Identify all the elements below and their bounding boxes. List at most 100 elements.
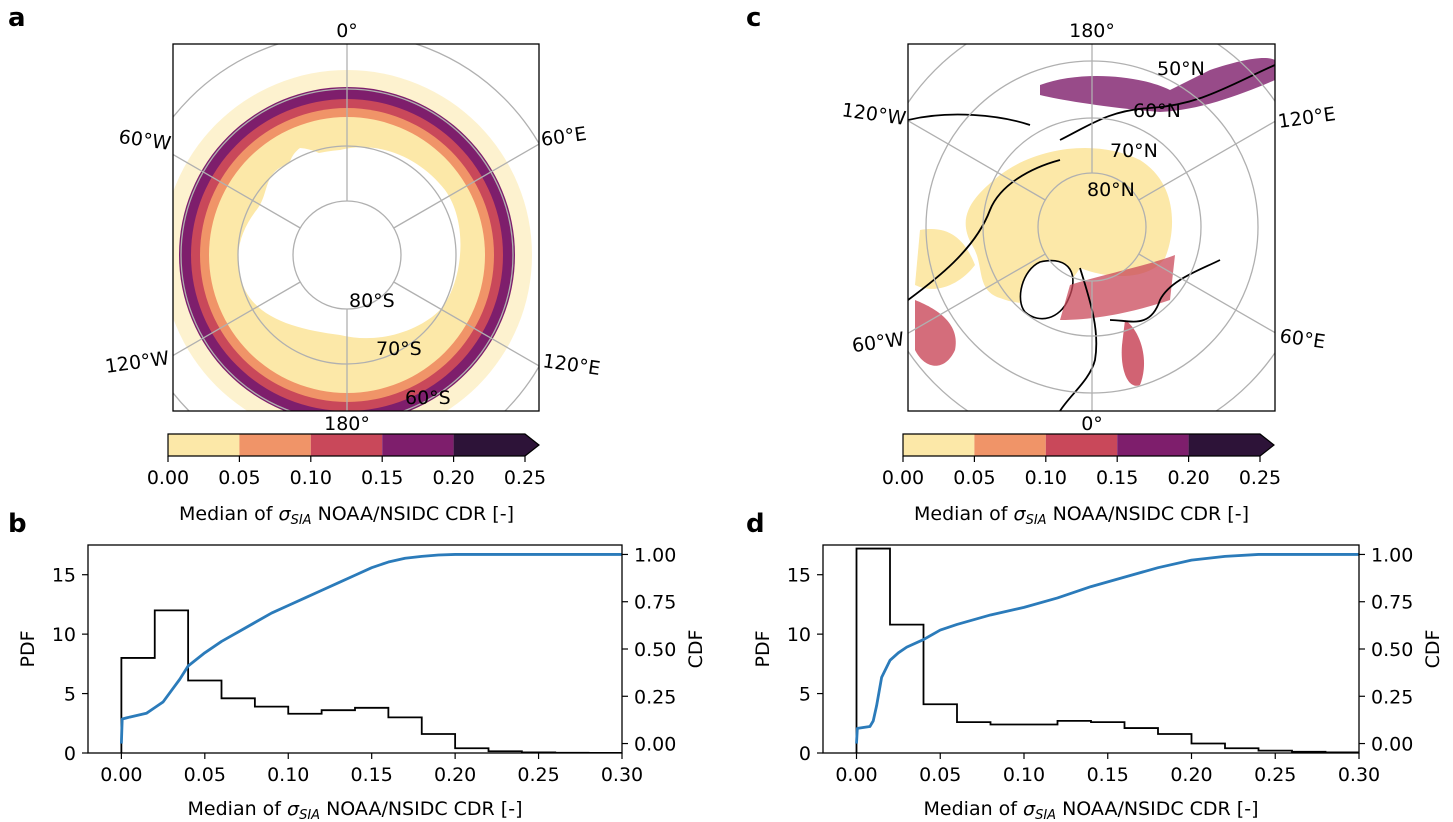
map-c-parallel-label: 60°N [1133,100,1181,122]
colorbar-outline [902,433,1275,457]
map-a-meridian-label: 60°E [540,123,588,151]
map-c-meridian-label: 60°E [1278,325,1326,353]
pdf-cdf-plot-d: 0.00 0.05 0.10 0.15 0.20 0.25 0.30 0 5 10 15 0.00 0.… [752,544,1444,822]
y-tick-label: 5 [64,684,76,706]
y2-tick-label: 0.75 [1371,592,1413,614]
x-tick-label: 0.00 [100,764,142,786]
x-tick-label: 0.05 [919,764,961,786]
y2-tick-label: 1.00 [1371,544,1413,566]
map-c-frame [907,43,1276,412]
meridian-gridline [393,143,539,229]
colorbar-swatch [1045,434,1118,456]
colorbar-a: 0.00 0.05 0.10 0.15 0.20 0.25 Median of σSIA N… [147,433,546,528]
x-tick-label: 0.20 [434,764,476,786]
colorbar-swatch [1188,434,1274,456]
meridian-gridline [908,120,1046,201]
hudson-bay-ice [915,229,975,289]
y-tick-label: 5 [799,684,811,706]
x-axis-label: Median of σSIA NOAA/NSIDC CDR [-] [924,798,1259,822]
cdf-line [119,553,622,744]
y-axis-label: PDF [17,630,39,667]
arctic-pack-ice [965,148,1173,303]
map-antarctic: 0° 60°E 120°E 180° 120°W 60°W 80°S 70°S … [104,20,602,435]
colorbar-swatch [974,434,1046,456]
meridian-gridline [1138,253,1275,334]
map-arctic: 180° 120°E 60°E 0° 60°W 120°W 80°N 70°N … [840,20,1337,435]
map-c-parallel-label: 70°N [1110,140,1158,162]
x-tick-label: 0.20 [1170,764,1212,786]
y-tick-label: 15 [787,565,811,587]
colorbar-tick-label: 0.25 [504,467,546,489]
x-tick-label: 0.25 [1254,764,1296,786]
y2-tick-label: 1.00 [634,544,676,566]
colorbar-swatch [453,434,539,456]
map-c-meridian-label: 180° [1069,20,1115,42]
pdf-cdf-plot-b: 0.00 0.05 0.10 0.15 0.20 0.25 0.30 0 5 10 15 0.00 0.… [17,544,707,822]
map-a-meridian-label: 60°W [117,126,172,155]
y-tick-label: 10 [787,624,811,646]
y2-tick-label: 0.00 [1371,734,1413,756]
colorbar-c: 0.00 0.05 0.10 0.15 0.20 0.25 Median of σSIA N… [882,433,1281,528]
x-tick-label: 0.10 [267,764,309,786]
colorbar-swatch [1117,434,1189,456]
colorbar-tick-label: 0.00 [882,467,924,489]
y-tick-label: 10 [52,624,76,646]
barents-ice-edge [1060,255,1175,320]
map-c-meridian-label: 60°W [851,328,906,357]
colorbar-swatch [903,434,975,456]
y-tick-label: 0 [64,743,76,765]
colorbar-tick-label: 0.25 [1239,467,1281,489]
greenland [1019,259,1074,320]
meridian-gridline [908,253,1046,334]
y-tick-label: 15 [52,565,76,587]
colorbar-swatch [310,434,383,456]
map-a-meridian-label: 0° [336,20,358,42]
map-a-meridian-label: 120°E [541,350,601,380]
map-a-meridian-label: 180° [324,413,370,435]
x-tick-label: 0.15 [1087,764,1129,786]
colorbar-label: Median of σSIA NOAA/NSIDC CDR [-] [914,503,1249,528]
colorbar-tick-label: 0.10 [1025,467,1067,489]
panel-letter-b: b [8,509,27,539]
map-a-parallel-label: 80°S [349,290,395,312]
okhotsk-bering-ice [1040,58,1275,112]
y-axis-label: PDF [752,630,774,667]
panel-letter-c: c [746,3,761,33]
x-tick-label: 0.30 [601,764,643,786]
colorbar-tick-label: 0.20 [432,467,474,489]
cdf-line [855,553,1359,744]
meridian-gridline [1138,120,1275,201]
map-c-meridian-label: 120°W [840,99,907,130]
y-tick-label: 0 [799,743,811,765]
labrador-ice [915,300,956,366]
y2-tick-label: 0.50 [634,639,676,661]
y2-axis-label: CDF [1422,630,1444,669]
map-a-parallel-label: 60°S [405,387,451,409]
y2-axis-label: CDF [685,630,707,669]
panel-letter-a: a [8,3,26,33]
x-tick-label: 0.10 [1003,764,1045,786]
pdf-histogram [120,609,622,753]
x-tick-label: 0.25 [517,764,559,786]
x-tick-label: 0.30 [1338,764,1380,786]
colorbar-tick-label: 0.00 [147,467,189,489]
pdf-histogram [855,547,1359,753]
colorbar-tick-label: 0.15 [1096,467,1138,489]
colorbar-swatch [168,434,240,456]
colorbar-tick-label: 0.10 [290,467,332,489]
colorbar-tick-label: 0.05 [218,467,260,489]
map-a-frame [172,43,540,412]
map-a-meridian-label: 120°W [104,347,171,378]
map-c-parallel-label: 50°N [1157,58,1205,80]
meridian-gridline [393,281,539,367]
colorbar-label: Median of σSIA NOAA/NSIDC CDR [-] [179,503,514,528]
colorbar-swatch [239,434,311,456]
map-c-meridian-label: 120°E [1277,103,1337,133]
y2-tick-label: 0.00 [634,734,676,756]
colorbar-outline [167,433,540,457]
y2-tick-label: 0.75 [634,592,676,614]
map-c-parallel-label: 80°N [1087,179,1135,201]
y2-tick-label: 0.25 [1371,686,1413,708]
antarctic-peninsula [287,148,340,206]
